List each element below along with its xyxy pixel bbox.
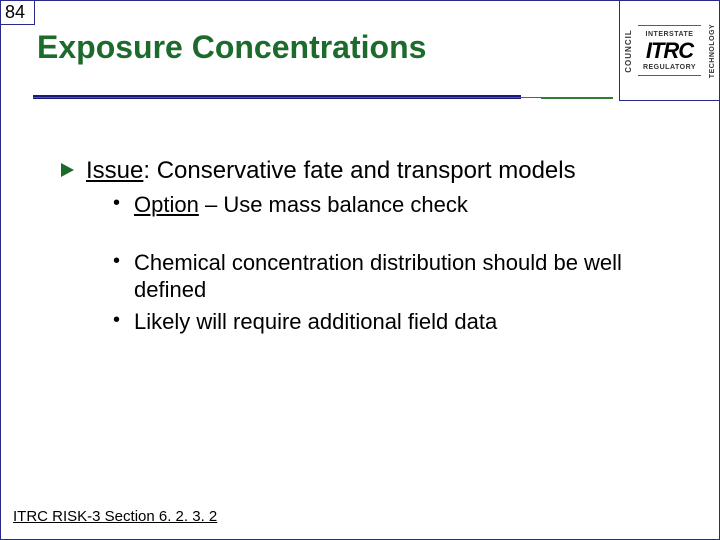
list-item: • Likely will require additional field d… [113,308,659,336]
itrc-logo: COUNCIL TECHNOLOGY INTERSTATE ITRC REGUL… [619,1,719,101]
option-sep: – [199,192,223,217]
bullet-dot-icon: • [113,191,120,216]
issue-sep: : [143,157,156,184]
content-area: Issue: Conservative fate and transport m… [61,157,659,339]
slide-frame: 84 COUNCIL TECHNOLOGY INTERSTATE ITRC RE… [0,0,720,540]
logo-top-word: INTERSTATE [646,31,694,38]
issue-label: Issue [86,157,143,184]
slide-title: Exposure Concentrations [37,29,426,66]
list-item: • Chemical concentration distribution sh… [113,249,659,304]
sub-item-text: Likely will require additional field dat… [134,308,497,336]
logo-bottom-word: REGULATORY [643,64,696,71]
option-text: Use mass balance check [223,192,468,217]
list-item: • Option – Use mass balance check [113,191,659,219]
option-label: Option [134,192,199,217]
footer-reference: ITRC RISK-3 Section 6. 2. 3. 2 [13,508,217,525]
issue-text: Conservative fate and transport models [157,157,576,184]
issue-row: Issue: Conservative fate and transport m… [61,157,659,185]
logo-acronym: ITRC [646,40,693,62]
triangle-bullet-icon [61,163,74,177]
bullet-dot-icon: • [113,249,120,274]
sub-item-text: Chemical concentration distribution shou… [134,249,659,304]
logo-right-text: TECHNOLOGY [709,23,716,77]
sub-list: • Option – Use mass balance check • Chem… [113,191,659,335]
issue-line: Issue: Conservative fate and transport m… [86,157,576,185]
page-number: 84 [1,1,35,25]
title-rule-gap [541,97,613,99]
logo-left-text: COUNCIL [624,29,633,72]
title-rule-green [33,97,613,98]
bullet-dot-icon: • [113,308,120,333]
